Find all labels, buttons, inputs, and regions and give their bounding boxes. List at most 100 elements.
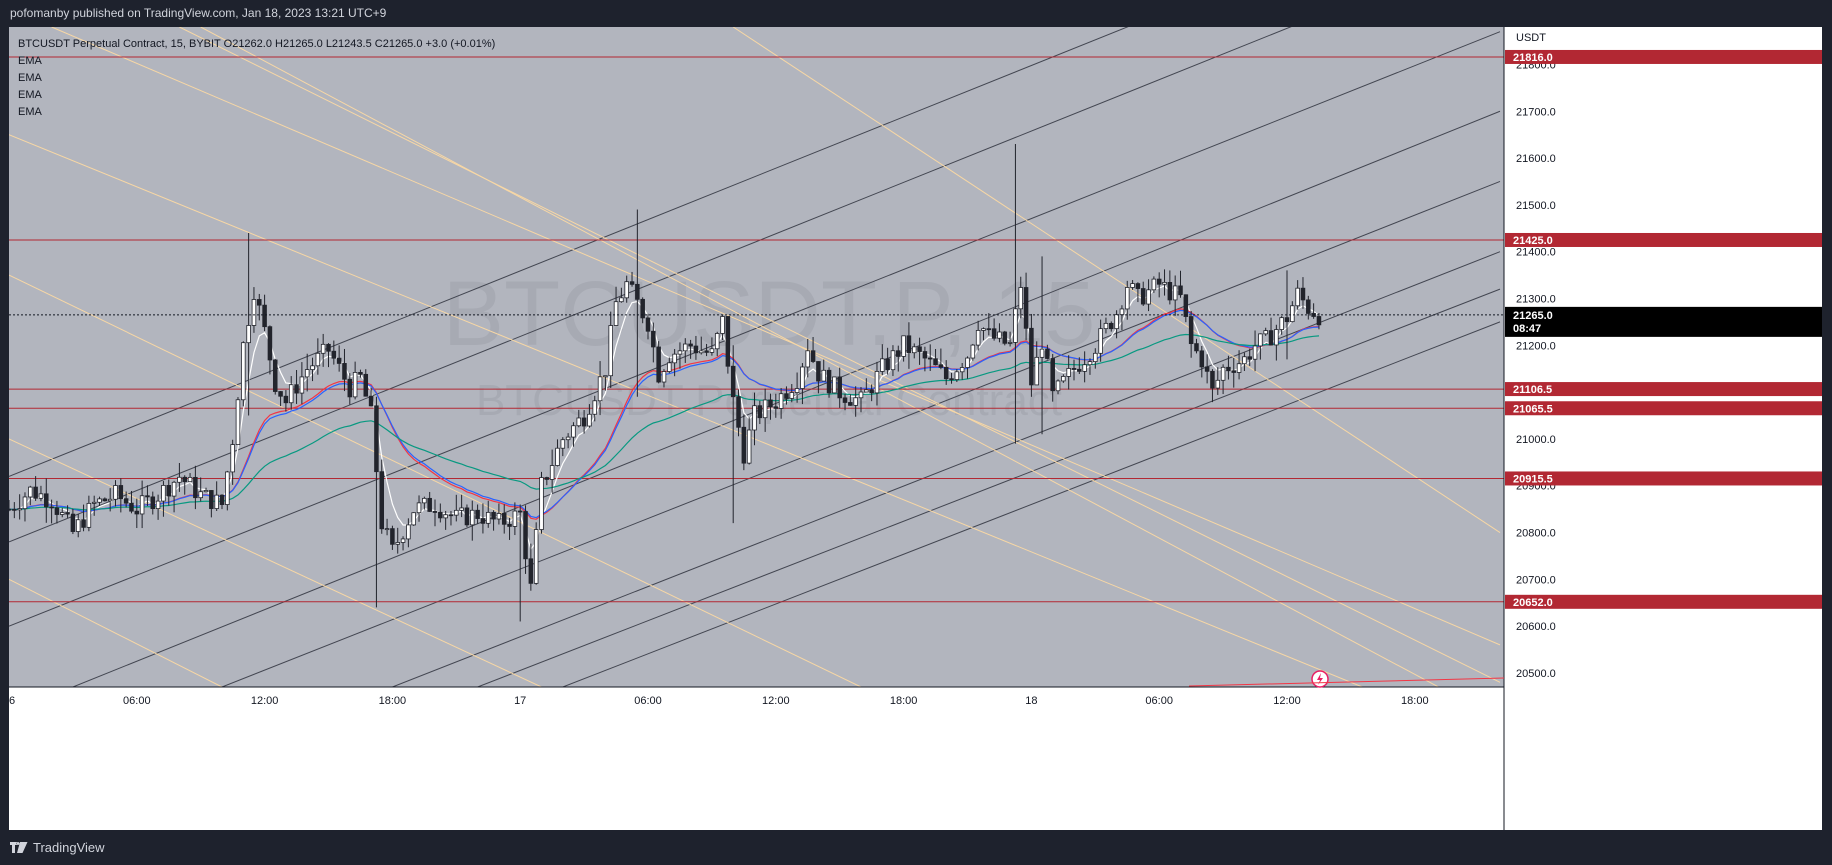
- candle-body: [342, 363, 347, 380]
- time-axis[interactable]: [9, 687, 1504, 830]
- time-axis-tick: 16: [9, 695, 15, 707]
- tradingview-logo[interactable]: TradingView: [10, 840, 105, 855]
- candle-body: [959, 367, 965, 373]
- price-axis-tick: 20800.0: [1516, 528, 1556, 540]
- candle-body: [427, 497, 432, 512]
- candle-body: [390, 528, 395, 545]
- level-price-tag-label: 21425.0: [1513, 235, 1553, 247]
- candle-body: [704, 350, 709, 353]
- candle-body: [278, 391, 283, 397]
- price-axis-currency[interactable]: USDT: [1516, 32, 1546, 44]
- candle-body: [821, 369, 826, 382]
- candle-body: [38, 493, 44, 499]
- candle-body: [464, 507, 470, 526]
- candle-body: [480, 518, 486, 524]
- candle-body: [858, 391, 864, 399]
- level-price-tag: [1505, 594, 1822, 609]
- candle-body: [1098, 328, 1103, 354]
- candle-body: [885, 358, 890, 371]
- chart-legend: BTCUSDT Perpetual Contract, 15, BYBIT O2…: [18, 36, 495, 121]
- candle-body: [773, 406, 779, 409]
- level-price-tag-label: 21816.0: [1513, 52, 1553, 64]
- candle-body: [9, 508, 12, 511]
- candle-body: [310, 365, 315, 370]
- candle-body: [1274, 329, 1279, 346]
- candle-body: [246, 325, 251, 344]
- candle-body: [1215, 379, 1221, 389]
- candle-body: [826, 369, 832, 394]
- candle-body: [22, 496, 28, 510]
- candle-body: [411, 512, 416, 526]
- candle-body: [432, 511, 438, 513]
- legend-indicator[interactable]: EMA: [18, 89, 42, 101]
- trendline-dark: [562, 321, 1501, 687]
- candle-body: [1156, 278, 1162, 285]
- legend-symbol-row: BTCUSDT Perpetual Contract, 15, BYBIT O2…: [18, 36, 495, 53]
- candle-body: [677, 350, 683, 355]
- candle-body: [118, 485, 124, 500]
- candle-body: [155, 500, 161, 510]
- candle-body: [789, 392, 795, 399]
- watermark-symbol: BTCUSDT.P, 15: [443, 263, 1096, 365]
- legend-indicator[interactable]: EMA: [18, 106, 42, 118]
- candle-body: [645, 317, 651, 332]
- candle-body: [592, 400, 598, 415]
- time-axis-tick: 18:00: [379, 695, 407, 707]
- legend-symbol[interactable]: BTCUSDT Perpetual Contract, 15, BYBIT: [18, 38, 221, 50]
- candle-body: [757, 405, 763, 419]
- candle-body: [911, 346, 917, 354]
- candle-body: [97, 498, 102, 503]
- legend-open: O21262.0: [223, 38, 272, 50]
- trendline-dark: [9, 27, 1129, 477]
- chart-area[interactable]: BTCUSDT.P, 15 BTCUSDT Perpetual Contract U…: [9, 27, 1822, 830]
- candle-body: [683, 343, 688, 352]
- candle-body: [1183, 294, 1189, 317]
- candle-body: [475, 509, 480, 519]
- candle-body: [965, 357, 970, 368]
- candle-body: [1071, 368, 1077, 370]
- trendline-light: [9, 274, 862, 687]
- candle-body: [613, 301, 619, 326]
- candle-body: [917, 346, 922, 352]
- legend-indicator[interactable]: EMA: [18, 72, 42, 84]
- candle-body: [315, 352, 321, 367]
- candle-body: [299, 376, 305, 394]
- current-price-label: 21265.0: [1513, 310, 1553, 322]
- candle-body: [1210, 370, 1215, 389]
- price-axis-tick: 21200.0: [1516, 340, 1556, 352]
- candle-body: [81, 519, 86, 528]
- time-axis-tick: 12:00: [1273, 695, 1301, 707]
- legend-low: L21243.5: [325, 38, 372, 50]
- candle-body: [1188, 316, 1194, 345]
- time-axis-tick: 18:00: [890, 695, 918, 707]
- tradingview-logo-icon: [10, 842, 28, 853]
- candle-body: [1247, 356, 1252, 360]
- candle-body: [288, 384, 294, 404]
- candle-body: [193, 476, 198, 499]
- candle-body: [406, 524, 411, 540]
- candle-body: [624, 281, 629, 299]
- candle-body: [512, 510, 518, 527]
- candle-body: [544, 477, 550, 480]
- candle-body: [123, 498, 129, 504]
- candle-body: [927, 357, 933, 360]
- price-axis-tick: 20600.0: [1516, 621, 1556, 633]
- candle-body: [730, 365, 736, 398]
- legend-indicator[interactable]: EMA: [18, 55, 42, 67]
- candle-body: [214, 494, 219, 509]
- candle-body: [587, 413, 592, 427]
- candle-body: [539, 477, 544, 530]
- candle-body: [848, 402, 853, 406]
- candle-body: [219, 494, 225, 505]
- candle-body: [65, 512, 70, 515]
- candle-body: [640, 298, 645, 319]
- candle-body: [28, 486, 33, 498]
- trendline-dark: [9, 31, 1501, 627]
- bolt-glyph-icon: [1317, 673, 1323, 685]
- trendline-dark: [9, 27, 1292, 543]
- candle-body: [880, 358, 885, 372]
- price-axis[interactable]: [1504, 27, 1822, 830]
- candle-body: [1279, 317, 1284, 330]
